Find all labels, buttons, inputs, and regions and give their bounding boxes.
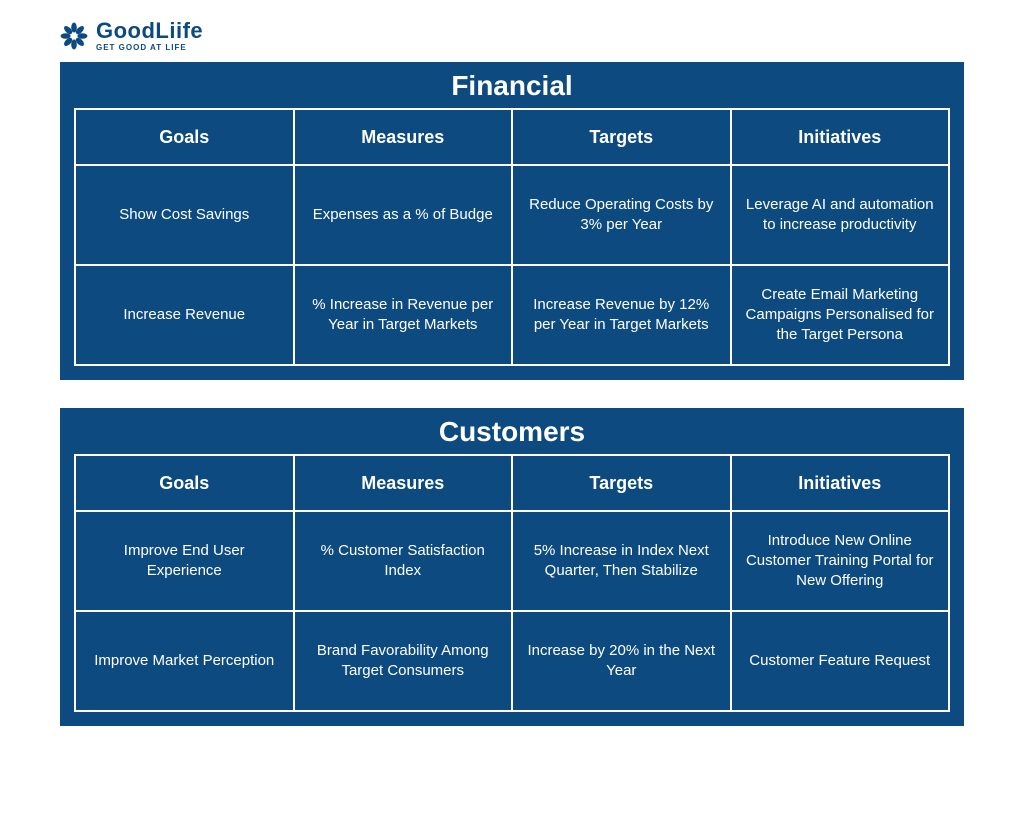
- table-row: Improve End User Experience % Customer S…: [75, 511, 949, 611]
- cell-measure: Brand Favorability Among Target Consumer…: [294, 611, 513, 711]
- brand-text: GoodLiife GET GOOD AT LIFE: [96, 20, 203, 52]
- col-goals: Goals: [75, 109, 294, 165]
- table-customers: Goals Measures Targets Initiatives Impro…: [74, 454, 950, 712]
- section-customers: Customers Goals Measures Targets Initiat…: [60, 408, 964, 726]
- cell-goal: Improve Market Perception: [75, 611, 294, 711]
- cell-measure: Expenses as a % of Budge: [294, 165, 513, 265]
- cell-goal: Increase Revenue: [75, 265, 294, 365]
- cell-initiative: Create Email Marketing Campaigns Persona…: [731, 265, 950, 365]
- cell-target: Increase by 20% in the Next Year: [512, 611, 731, 711]
- table-row: Show Cost Savings Expenses as a % of Bud…: [75, 165, 949, 265]
- col-measures: Measures: [294, 109, 513, 165]
- cell-target: Increase Revenue by 12% per Year in Targ…: [512, 265, 731, 365]
- section-title: Customers: [74, 416, 950, 448]
- flower-icon: [60, 22, 88, 50]
- col-measures: Measures: [294, 455, 513, 511]
- cell-measure: % Increase in Revenue per Year in Target…: [294, 265, 513, 365]
- cell-initiative: Leverage AI and automation to increase p…: [731, 165, 950, 265]
- section-title: Financial: [74, 70, 950, 102]
- col-targets: Targets: [512, 455, 731, 511]
- table-financial: Goals Measures Targets Initiatives Show …: [74, 108, 950, 366]
- table-row: Improve Market Perception Brand Favorabi…: [75, 611, 949, 711]
- table-row: Increase Revenue % Increase in Revenue p…: [75, 265, 949, 365]
- brand-name: GoodLiife: [96, 20, 203, 42]
- table-header-row: Goals Measures Targets Initiatives: [75, 109, 949, 165]
- cell-goal: Show Cost Savings: [75, 165, 294, 265]
- brand-tagline: GET GOOD AT LIFE: [96, 44, 203, 52]
- section-financial: Financial Goals Measures Targets Initiat…: [60, 62, 964, 380]
- col-initiatives: Initiatives: [731, 109, 950, 165]
- col-goals: Goals: [75, 455, 294, 511]
- cell-measure: % Customer Satisfaction Index: [294, 511, 513, 611]
- brand-header: GoodLiife GET GOOD AT LIFE: [60, 20, 1024, 52]
- cell-initiative: Customer Feature Request: [731, 611, 950, 711]
- table-header-row: Goals Measures Targets Initiatives: [75, 455, 949, 511]
- cell-target: 5% Increase in Index Next Quarter, Then …: [512, 511, 731, 611]
- cell-goal: Improve End User Experience: [75, 511, 294, 611]
- col-initiatives: Initiatives: [731, 455, 950, 511]
- cell-target: Reduce Operating Costs by 3% per Year: [512, 165, 731, 265]
- col-targets: Targets: [512, 109, 731, 165]
- cell-initiative: Introduce New Online Customer Training P…: [731, 511, 950, 611]
